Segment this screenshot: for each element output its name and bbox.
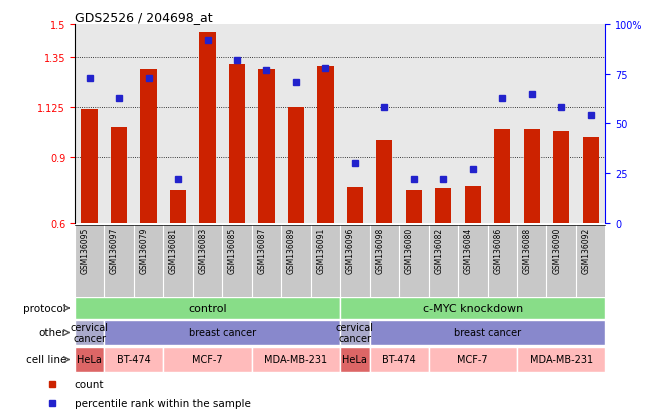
Bar <box>75 320 104 346</box>
Text: GSM136084: GSM136084 <box>464 227 473 273</box>
Text: GSM136089: GSM136089 <box>287 227 296 273</box>
Bar <box>141 69 157 223</box>
Bar <box>370 347 428 373</box>
Text: c-MYC knockdown: c-MYC knockdown <box>422 303 523 313</box>
Text: cervical
cancer: cervical cancer <box>70 322 109 344</box>
Text: GSM136098: GSM136098 <box>376 227 384 273</box>
Bar <box>75 347 104 373</box>
Text: control: control <box>188 303 227 313</box>
Text: percentile rank within the sample: percentile rank within the sample <box>75 398 251 408</box>
Text: GSM136079: GSM136079 <box>139 227 148 273</box>
Text: GSM136088: GSM136088 <box>523 227 532 273</box>
Text: cervical
cancer: cervical cancer <box>336 322 374 344</box>
Text: MDA-MB-231: MDA-MB-231 <box>264 355 327 365</box>
Bar <box>553 132 570 223</box>
Bar <box>347 188 363 223</box>
Text: count: count <box>75 379 104 389</box>
Text: GSM136095: GSM136095 <box>81 227 90 273</box>
Bar <box>317 67 333 223</box>
Bar <box>199 33 215 223</box>
Text: GDS2526 / 204698_at: GDS2526 / 204698_at <box>75 11 212 24</box>
Text: GSM136096: GSM136096 <box>346 227 355 273</box>
Text: MCF-7: MCF-7 <box>458 355 488 365</box>
Bar <box>370 320 605 346</box>
Bar <box>428 347 517 373</box>
Text: HeLa: HeLa <box>342 355 367 365</box>
Text: GSM136083: GSM136083 <box>199 227 208 273</box>
Bar <box>163 347 252 373</box>
Text: GSM136081: GSM136081 <box>169 227 178 273</box>
Bar <box>81 109 98 223</box>
Bar <box>523 130 540 223</box>
Bar <box>111 127 127 223</box>
Bar <box>229 64 245 223</box>
Bar <box>104 320 340 346</box>
Bar <box>376 141 393 223</box>
Text: BT-474: BT-474 <box>382 355 416 365</box>
Text: MDA-MB-231: MDA-MB-231 <box>530 355 593 365</box>
Bar <box>340 320 370 346</box>
Text: MCF-7: MCF-7 <box>192 355 223 365</box>
Text: GSM136097: GSM136097 <box>110 227 119 273</box>
Bar <box>494 130 510 223</box>
Bar <box>406 191 422 223</box>
Bar <box>288 107 304 223</box>
Text: BT-474: BT-474 <box>117 355 150 365</box>
Text: GSM136087: GSM136087 <box>257 227 266 273</box>
Text: protocol: protocol <box>23 303 66 313</box>
Text: breast cancer: breast cancer <box>189 328 256 338</box>
Bar <box>340 347 370 373</box>
Bar <box>170 191 186 223</box>
Text: GSM136091: GSM136091 <box>316 227 326 273</box>
Bar <box>75 298 340 319</box>
Text: GSM136086: GSM136086 <box>493 227 503 273</box>
Text: GSM136085: GSM136085 <box>228 227 237 273</box>
Text: GSM136092: GSM136092 <box>582 227 590 273</box>
Bar <box>104 347 163 373</box>
Text: GSM136082: GSM136082 <box>434 227 443 273</box>
Bar <box>465 187 481 223</box>
Bar <box>340 298 605 319</box>
Bar <box>436 188 451 223</box>
Text: HeLa: HeLa <box>77 355 102 365</box>
Text: breast cancer: breast cancer <box>454 328 521 338</box>
Bar <box>517 347 605 373</box>
Text: GSM136090: GSM136090 <box>552 227 561 273</box>
Bar <box>252 347 340 373</box>
Bar <box>583 138 599 223</box>
Text: GSM136080: GSM136080 <box>405 227 414 273</box>
Text: other: other <box>38 328 66 338</box>
Text: cell line: cell line <box>25 355 66 365</box>
Bar <box>258 69 275 223</box>
